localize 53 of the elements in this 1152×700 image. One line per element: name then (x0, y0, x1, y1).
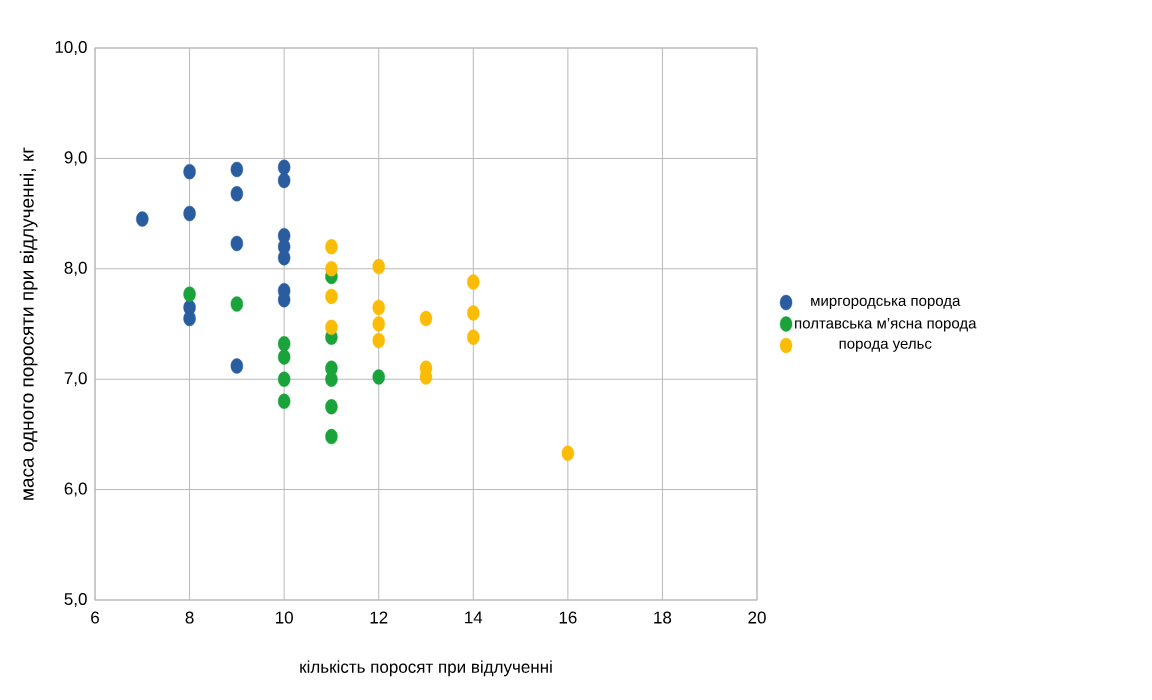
point (419, 310, 433, 327)
legend-label: миргородська порода (811, 297, 961, 309)
point (230, 358, 244, 374)
y-tick-label: 8,0 (64, 261, 87, 276)
x-tick-label: 20 (748, 611, 766, 624)
point (325, 319, 338, 335)
point (277, 336, 291, 352)
x-tick-label: 16 (559, 611, 577, 624)
point (467, 329, 480, 345)
point (230, 296, 244, 312)
point (372, 332, 385, 349)
point (325, 371, 338, 387)
x-tick-label: 18 (654, 611, 672, 624)
point (277, 159, 291, 175)
y-tick-label: 6,0 (64, 482, 87, 497)
point (325, 428, 338, 445)
point (277, 371, 291, 387)
point (561, 445, 575, 461)
point (230, 235, 244, 252)
point (277, 393, 291, 409)
y-tick-label: 7,0 (64, 372, 87, 387)
point (183, 286, 196, 302)
point (277, 172, 291, 189)
point (325, 399, 338, 415)
x-axis-title: кількість поросят при відлученні (300, 660, 552, 677)
point (230, 186, 244, 202)
legend-label: полтавська м’ясна порода (795, 318, 977, 332)
point (325, 261, 338, 277)
x-tick-label: 12 (370, 611, 388, 624)
point (372, 299, 385, 316)
point (183, 205, 196, 222)
y-tick-label: 10,0 (55, 40, 87, 56)
point (183, 310, 196, 327)
y-tick-label: 9,0 (64, 151, 87, 166)
x-tick-label: 6 (91, 611, 99, 624)
point (136, 211, 149, 227)
x-tick-label: 14 (465, 611, 483, 624)
point (467, 274, 480, 290)
point (372, 369, 385, 385)
point (467, 305, 480, 321)
point (277, 349, 291, 365)
point (372, 258, 385, 275)
y-tick-label: 5,0 (64, 592, 87, 608)
point (325, 239, 338, 255)
y-axis-title: маса одного поросяти при відлученні, кг (19, 147, 38, 500)
x-tick-label: 10 (275, 611, 293, 624)
point (183, 163, 196, 180)
point (372, 316, 385, 332)
point (230, 161, 244, 178)
x-tick-label: 8 (185, 611, 194, 624)
point (325, 288, 338, 305)
point (277, 250, 291, 266)
text: порода уельс (839, 340, 932, 352)
